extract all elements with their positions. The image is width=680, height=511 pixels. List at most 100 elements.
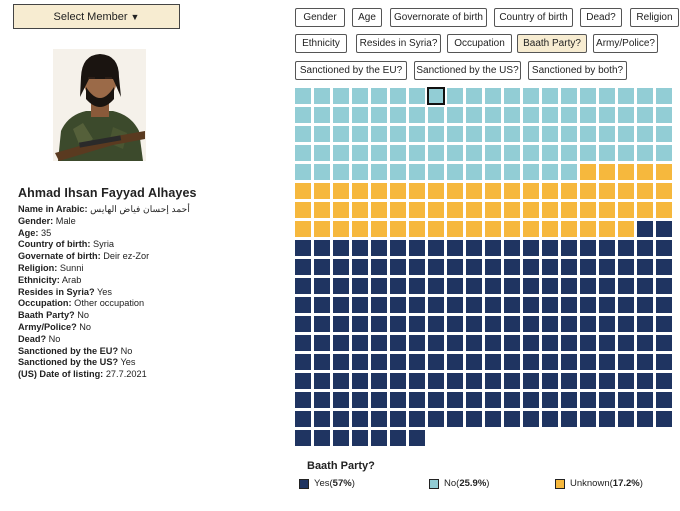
- waffle-cell-no[interactable]: [333, 126, 349, 142]
- waffle-cell-no[interactable]: [523, 145, 539, 161]
- waffle-cell-unknown[interactable]: [561, 202, 577, 218]
- filter-button[interactable]: Baath Party?: [517, 34, 587, 53]
- waffle-cell-unknown[interactable]: [618, 202, 634, 218]
- waffle-cell-yes[interactable]: [390, 392, 406, 408]
- waffle-cell-yes[interactable]: [428, 297, 444, 313]
- waffle-cell-unknown[interactable]: [485, 183, 501, 199]
- waffle-cell-yes[interactable]: [561, 373, 577, 389]
- waffle-cell-unknown[interactable]: [542, 183, 558, 199]
- waffle-cell-yes[interactable]: [333, 411, 349, 427]
- waffle-cell-no[interactable]: [637, 145, 653, 161]
- waffle-cell-yes[interactable]: [599, 373, 615, 389]
- waffle-cell-yes[interactable]: [656, 335, 672, 351]
- waffle-cell-no[interactable]: [352, 164, 368, 180]
- waffle-cell-yes[interactable]: [656, 297, 672, 313]
- waffle-cell-yes[interactable]: [447, 278, 463, 294]
- waffle-cell-yes[interactable]: [637, 278, 653, 294]
- waffle-cell-yes[interactable]: [466, 259, 482, 275]
- waffle-cell-yes[interactable]: [656, 411, 672, 427]
- waffle-cell-no[interactable]: [523, 164, 539, 180]
- waffle-cell-yes[interactable]: [352, 297, 368, 313]
- waffle-cell-yes[interactable]: [618, 392, 634, 408]
- waffle-cell-unknown[interactable]: [314, 202, 330, 218]
- waffle-cell-no[interactable]: [504, 164, 520, 180]
- waffle-cell-yes[interactable]: [637, 316, 653, 332]
- waffle-cell-yes[interactable]: [523, 373, 539, 389]
- waffle-cell-yes[interactable]: [447, 240, 463, 256]
- filter-button[interactable]: Governorate of birth: [390, 8, 487, 27]
- waffle-cell-yes[interactable]: [580, 278, 596, 294]
- waffle-cell-yes[interactable]: [409, 392, 425, 408]
- waffle-cell-yes[interactable]: [523, 259, 539, 275]
- waffle-cell-yes[interactable]: [637, 411, 653, 427]
- filter-button[interactable]: Ethnicity: [295, 34, 347, 53]
- waffle-cell-yes[interactable]: [314, 297, 330, 313]
- waffle-cell-no[interactable]: [409, 107, 425, 123]
- waffle-cell-yes[interactable]: [637, 297, 653, 313]
- waffle-cell-yes[interactable]: [447, 335, 463, 351]
- filter-button[interactable]: Religion: [630, 8, 679, 27]
- waffle-cell-yes[interactable]: [314, 259, 330, 275]
- waffle-cell-yes[interactable]: [580, 297, 596, 313]
- waffle-cell-yes[interactable]: [561, 316, 577, 332]
- waffle-cell-unknown[interactable]: [656, 164, 672, 180]
- waffle-cell-unknown[interactable]: [618, 183, 634, 199]
- waffle-cell-no[interactable]: [390, 164, 406, 180]
- waffle-cell-yes[interactable]: [542, 316, 558, 332]
- waffle-cell-no[interactable]: [314, 88, 330, 104]
- waffle-cell-yes[interactable]: [542, 373, 558, 389]
- waffle-cell-no[interactable]: [542, 126, 558, 142]
- waffle-cell-yes[interactable]: [580, 354, 596, 370]
- waffle-cell-yes[interactable]: [352, 354, 368, 370]
- waffle-cell-yes[interactable]: [485, 392, 501, 408]
- waffle-cell-yes[interactable]: [485, 316, 501, 332]
- waffle-cell-yes[interactable]: [504, 411, 520, 427]
- waffle-cell-unknown[interactable]: [504, 183, 520, 199]
- waffle-cell-no[interactable]: [314, 107, 330, 123]
- waffle-cell-unknown[interactable]: [447, 221, 463, 237]
- waffle-cell-no[interactable]: [523, 88, 539, 104]
- waffle-cell-yes[interactable]: [485, 373, 501, 389]
- waffle-cell-yes[interactable]: [504, 259, 520, 275]
- waffle-cell-yes[interactable]: [542, 259, 558, 275]
- waffle-cell-yes[interactable]: [580, 240, 596, 256]
- waffle-cell-yes[interactable]: [390, 316, 406, 332]
- waffle-cell-unknown[interactable]: [485, 202, 501, 218]
- waffle-cell-yes[interactable]: [523, 354, 539, 370]
- waffle-cell-yes[interactable]: [295, 411, 311, 427]
- waffle-cell-no[interactable]: [599, 107, 615, 123]
- waffle-cell-yes[interactable]: [409, 354, 425, 370]
- waffle-cell-unknown[interactable]: [542, 221, 558, 237]
- waffle-cell-yes[interactable]: [352, 240, 368, 256]
- waffle-cell-unknown[interactable]: [523, 202, 539, 218]
- waffle-cell-no[interactable]: [599, 88, 615, 104]
- waffle-cell-yes[interactable]: [466, 354, 482, 370]
- waffle-cell-yes[interactable]: [447, 297, 463, 313]
- waffle-cell-no[interactable]: [561, 88, 577, 104]
- filter-button[interactable]: Resides in Syria?: [356, 34, 441, 53]
- waffle-cell-no[interactable]: [504, 145, 520, 161]
- waffle-cell-yes[interactable]: [656, 240, 672, 256]
- waffle-cell-no[interactable]: [314, 126, 330, 142]
- waffle-cell-no[interactable]: [352, 88, 368, 104]
- waffle-cell-yes[interactable]: [333, 278, 349, 294]
- waffle-cell-yes[interactable]: [409, 373, 425, 389]
- waffle-cell-yes[interactable]: [409, 297, 425, 313]
- waffle-cell-yes[interactable]: [409, 278, 425, 294]
- waffle-cell-yes[interactable]: [314, 354, 330, 370]
- waffle-cell-yes[interactable]: [352, 430, 368, 446]
- waffle-cell-no[interactable]: [352, 126, 368, 142]
- waffle-cell-no[interactable]: [447, 107, 463, 123]
- waffle-cell-yes[interactable]: [409, 430, 425, 446]
- waffle-cell-no[interactable]: [504, 126, 520, 142]
- waffle-cell-no[interactable]: [485, 107, 501, 123]
- waffle-cell-no[interactable]: [428, 145, 444, 161]
- waffle-cell-unknown[interactable]: [390, 202, 406, 218]
- waffle-cell-yes[interactable]: [466, 373, 482, 389]
- waffle-cell-yes[interactable]: [599, 335, 615, 351]
- waffle-cell-no[interactable]: [466, 107, 482, 123]
- waffle-cell-yes[interactable]: [371, 430, 387, 446]
- waffle-cell-no[interactable]: [390, 107, 406, 123]
- waffle-cell-yes[interactable]: [485, 354, 501, 370]
- waffle-cell-yes[interactable]: [371, 297, 387, 313]
